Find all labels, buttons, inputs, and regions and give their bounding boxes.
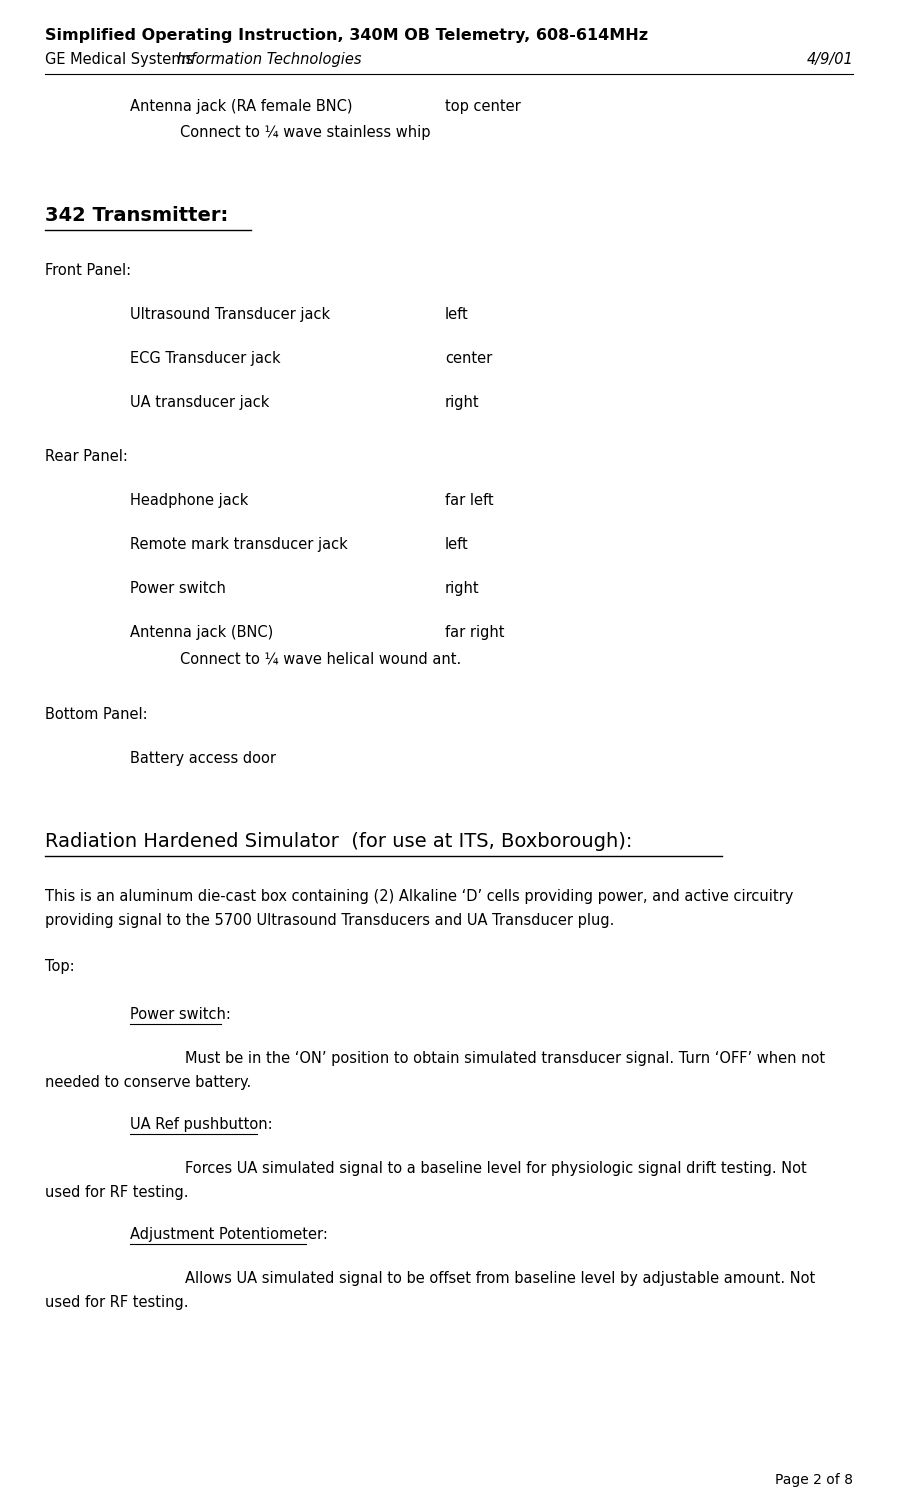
Text: far right: far right (445, 625, 505, 640)
Text: Power switch:: Power switch: (130, 1008, 231, 1023)
Text: This is an aluminum die-cast box containing (2) Alkaline ‘D’ cells providing pow: This is an aluminum die-cast box contain… (45, 890, 793, 904)
Text: providing signal to the 5700 Ultrasound Transducers and UA Transducer plug.: providing signal to the 5700 Ultrasound … (45, 913, 614, 928)
Text: Antenna jack (BNC): Antenna jack (BNC) (130, 625, 273, 640)
Text: Top:: Top: (45, 960, 75, 975)
Text: needed to conserve battery.: needed to conserve battery. (45, 1075, 251, 1090)
Text: Radiation Hardened Simulator  (for use at ITS, Boxborough):: Radiation Hardened Simulator (for use at… (45, 833, 632, 851)
Text: Headphone jack: Headphone jack (130, 493, 249, 508)
Text: used for RF testing.: used for RF testing. (45, 1186, 189, 1200)
Text: Adjustment Potentiometer:: Adjustment Potentiometer: (130, 1227, 328, 1242)
Text: right: right (445, 395, 480, 410)
Text: Remote mark transducer jack: Remote mark transducer jack (130, 537, 348, 552)
Text: Forces UA simulated signal to a baseline level for physiologic signal drift test: Forces UA simulated signal to a baseline… (185, 1162, 806, 1177)
Text: Front Panel:: Front Panel: (45, 263, 131, 278)
Text: UA Ref pushbutton:: UA Ref pushbutton: (130, 1117, 273, 1132)
Text: Antenna jack (RA female BNC): Antenna jack (RA female BNC) (130, 99, 353, 114)
Text: Connect to ¼ wave stainless whip: Connect to ¼ wave stainless whip (180, 126, 430, 141)
Text: Ultrasound Transducer jack: Ultrasound Transducer jack (130, 306, 330, 321)
Text: used for RF testing.: used for RF testing. (45, 1295, 189, 1310)
Text: Bottom Panel:: Bottom Panel: (45, 707, 147, 722)
Text: top center: top center (445, 99, 521, 114)
Text: 4/9/01: 4/9/01 (806, 52, 853, 67)
Text: Allows UA simulated signal to be offset from baseline level by adjustable amount: Allows UA simulated signal to be offset … (185, 1271, 815, 1286)
Text: center: center (445, 351, 492, 366)
Text: Connect to ¼ wave helical wound ant.: Connect to ¼ wave helical wound ant. (180, 652, 462, 667)
Text: Information Technologies: Information Technologies (177, 52, 362, 67)
Text: left: left (445, 537, 469, 552)
Text: 342 Transmitter:: 342 Transmitter: (45, 206, 228, 226)
Text: ECG Transducer jack: ECG Transducer jack (130, 351, 280, 366)
Text: Power switch: Power switch (130, 582, 226, 597)
Text: Must be in the ‘ON’ position to obtain simulated transducer signal. Turn ‘OFF’ w: Must be in the ‘ON’ position to obtain s… (185, 1051, 825, 1066)
Text: Page 2 of 8: Page 2 of 8 (775, 1473, 853, 1488)
Text: Simplified Operating Instruction, 340M OB Telemetry, 608-614MHz: Simplified Operating Instruction, 340M O… (45, 28, 648, 43)
Text: far left: far left (445, 493, 494, 508)
Text: UA transducer jack: UA transducer jack (130, 395, 269, 410)
Text: Battery access door: Battery access door (130, 750, 276, 765)
Text: Rear Panel:: Rear Panel: (45, 448, 128, 463)
Text: left: left (445, 306, 469, 321)
Text: right: right (445, 582, 480, 597)
Text: GE Medical Systems: GE Medical Systems (45, 52, 198, 67)
